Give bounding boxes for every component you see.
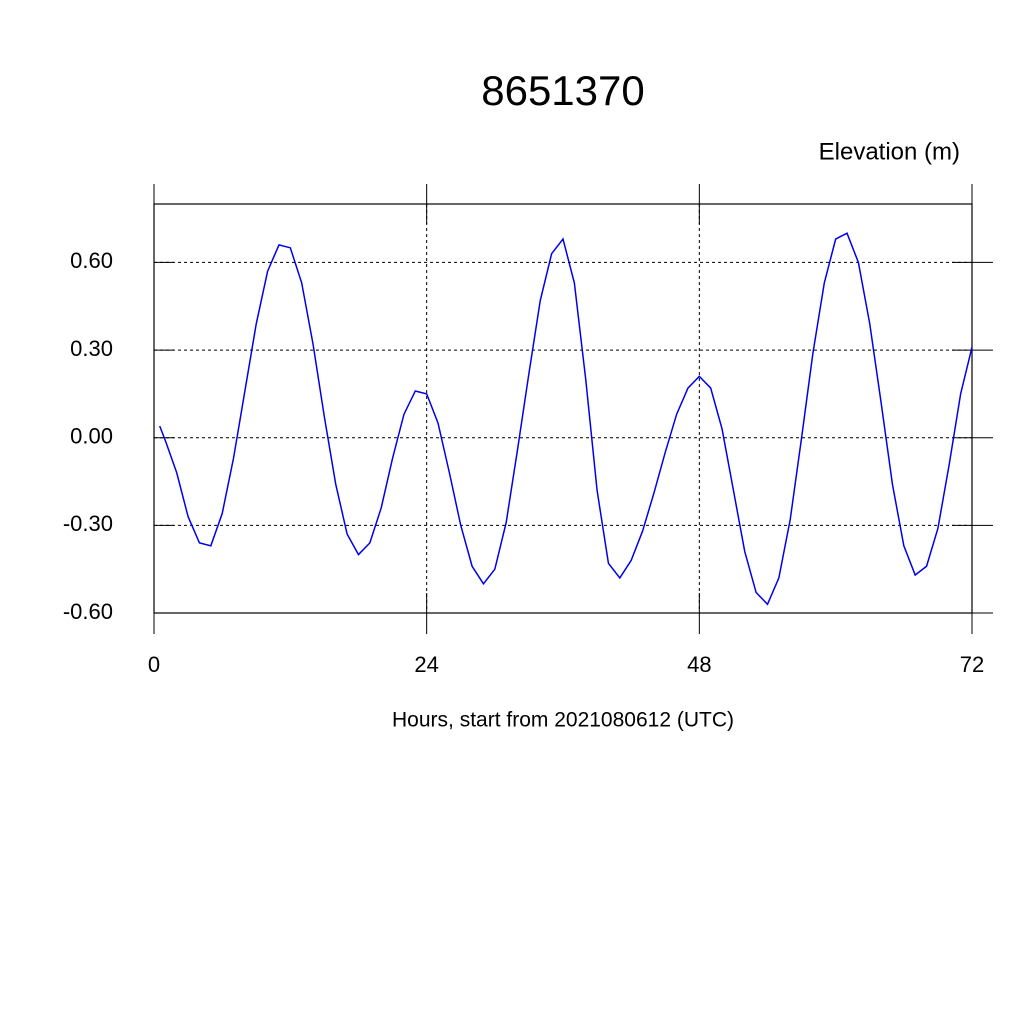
y-tick-label: 0.30: [70, 336, 113, 361]
y-tick-label: -0.30: [63, 511, 113, 536]
chart-title: 8651370: [481, 67, 645, 114]
y-tick-label: 0.00: [70, 424, 113, 449]
line-series: [158, 232, 973, 606]
y-tick-label: -0.60: [63, 599, 113, 624]
axis-unit: Elevation (m): [819, 138, 960, 165]
x-tick-label: 0: [148, 652, 160, 677]
plot-frame: [153, 203, 973, 614]
x-tick-label: 48: [687, 652, 711, 677]
x-tick-label: 72: [960, 652, 984, 677]
x-axis-label: Hours, start from 2021080612 (UTC): [392, 709, 734, 732]
x-tick-label: 24: [414, 652, 438, 677]
y-tick-label: 0.60: [70, 248, 113, 273]
